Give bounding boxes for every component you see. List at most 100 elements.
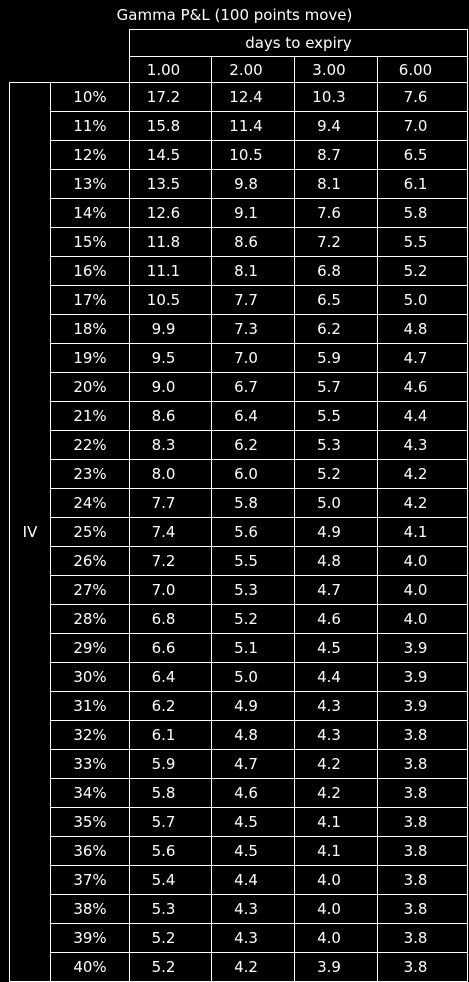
cell-value: 9.1 — [234, 204, 258, 222]
table-cell: 9.1 — [211, 198, 295, 228]
cell-value: 4.5 — [234, 842, 258, 860]
table-row: 25% 7.4 5.6 4.9 4.1 — [10, 517, 468, 547]
row-header-iv: 19% — [50, 343, 130, 373]
table-row: 30% 6.4 5.0 4.4 3.9 — [10, 662, 468, 692]
table-cell: 10.5 — [129, 285, 212, 315]
cell-value: 10.5 — [229, 146, 263, 164]
table-cell: 5.8 — [211, 488, 295, 518]
cell-value: 8.7 — [317, 146, 341, 164]
cell-value: 6.0 — [234, 465, 258, 483]
table-cell: 5.6 — [211, 517, 295, 547]
table-cell: 4.8 — [294, 546, 378, 576]
table-cell: 5.0 — [377, 285, 468, 315]
table-cell: 5.2 — [211, 604, 295, 634]
table-cell: 5.2 — [129, 952, 212, 982]
table-cell: 7.3 — [211, 314, 295, 344]
table-cell: 5.2 — [377, 256, 468, 286]
row-header-iv: 25% — [50, 517, 130, 547]
table-cell: 6.6 — [129, 633, 212, 663]
table-cell: 4.4 — [377, 401, 468, 431]
cell-value: 5.5 — [317, 407, 341, 425]
table-cell: 4.3 — [211, 894, 295, 924]
row-header-iv: 33% — [50, 749, 130, 779]
cell-value: 6.2 — [151, 697, 176, 715]
cell-value: 5.7 — [151, 813, 176, 831]
cell-value: 4.0 — [317, 900, 341, 918]
cell-value: 6.8 — [151, 610, 176, 628]
row-header-iv: 22% — [50, 430, 130, 460]
table-cell: 3.8 — [377, 894, 468, 924]
cell-value: 4.1 — [317, 813, 341, 831]
table-cell: 3.9 — [377, 691, 468, 721]
row-header-iv: 31% — [50, 691, 130, 721]
table-row: IV 10% 17.2 12.4 10.3 7.6 — [9, 82, 468, 982]
table-cell: 11.4 — [211, 111, 295, 141]
cell-value: 3.8 — [403, 929, 428, 947]
table-cell: 5.4 — [129, 865, 212, 895]
cell-value: 4.3 — [234, 929, 258, 947]
table-cell: 4.3 — [294, 720, 378, 750]
row-header-iv: 40% — [50, 952, 130, 982]
cell-value: 7.7 — [234, 291, 258, 309]
table-cell: 11.8 — [129, 227, 212, 257]
cell-value: 6.2 — [234, 436, 258, 454]
cell-value: 4.2 — [317, 784, 341, 802]
cell-value: 5.3 — [317, 436, 341, 454]
cell-value: 5.2 — [151, 929, 176, 947]
cell-value: 4.7 — [403, 349, 428, 367]
table-cell: 6.1 — [377, 169, 468, 199]
table-cell: 4.2 — [294, 749, 378, 779]
table-cell: 4.5 — [211, 836, 295, 866]
cell-value: 4.7 — [234, 755, 258, 773]
column-header-row: 1.00 2.00 3.00 6.00 — [9, 56, 468, 83]
cell-value: 4.2 — [403, 494, 428, 512]
table-cell: 9.5 — [129, 343, 212, 373]
cell-value: 14.5 — [146, 146, 181, 164]
cell-value: 7.0 — [234, 349, 258, 367]
cell-value: 5.0 — [234, 668, 258, 686]
table-cell: 6.2 — [294, 314, 378, 344]
table-cell: 3.8 — [377, 923, 468, 953]
cell-value: 4.1 — [317, 842, 341, 860]
gamma-pnl-table: days to expiry 1.00 2.00 3.00 6.00 IV 10%… — [9, 29, 468, 982]
cell-value: 7.6 — [317, 204, 341, 222]
table-cell: 4.2 — [377, 488, 468, 518]
table-cell: 7.7 — [211, 285, 295, 315]
table-cell: 8.1 — [211, 256, 295, 286]
cell-value: 5.0 — [403, 291, 428, 309]
cell-value: 4.0 — [403, 610, 428, 628]
table-cell: 5.6 — [129, 836, 212, 866]
table-cell: 5.5 — [377, 227, 468, 257]
table-row: 39% 5.2 4.3 4.0 3.8 — [10, 923, 468, 953]
cell-value: 5.0 — [317, 494, 341, 512]
table-row: 16% 11.1 8.1 6.8 5.2 — [10, 256, 468, 286]
table-cell: 3.8 — [377, 836, 468, 866]
row-header-iv: 13% — [50, 169, 130, 199]
cell-value: 5.2 — [151, 958, 176, 976]
table-row: 12% 14.5 10.5 8.7 6.5 — [10, 140, 468, 170]
table-cell: 5.7 — [129, 807, 212, 837]
table-cell: 3.8 — [377, 865, 468, 895]
cell-value: 4.5 — [317, 639, 341, 657]
cell-value: 4.0 — [317, 871, 341, 889]
row-header-iv: 39% — [50, 923, 130, 953]
cell-value: 5.2 — [234, 610, 258, 628]
cell-value: 12.4 — [229, 88, 263, 106]
table-cell: 7.7 — [129, 488, 212, 518]
table-cell: 3.8 — [377, 720, 468, 750]
table-cell: 4.7 — [294, 575, 378, 605]
cell-value: 5.9 — [151, 755, 176, 773]
cell-value: 6.4 — [151, 668, 176, 686]
cell-value: 9.8 — [234, 175, 258, 193]
cell-value: 5.3 — [234, 581, 258, 599]
table-cell: 4.2 — [294, 778, 378, 808]
table-cell: 4.8 — [377, 314, 468, 344]
cell-value: 5.9 — [317, 349, 341, 367]
table-cell: 4.1 — [294, 807, 378, 837]
table-cell: 8.6 — [211, 227, 295, 257]
cell-value: 10.3 — [312, 88, 346, 106]
table-row: 11% 15.8 11.4 9.4 7.0 — [10, 111, 468, 141]
row-header-iv: 20% — [50, 372, 130, 402]
table-cell: 3.8 — [377, 749, 468, 779]
corner-empty — [10, 30, 51, 57]
